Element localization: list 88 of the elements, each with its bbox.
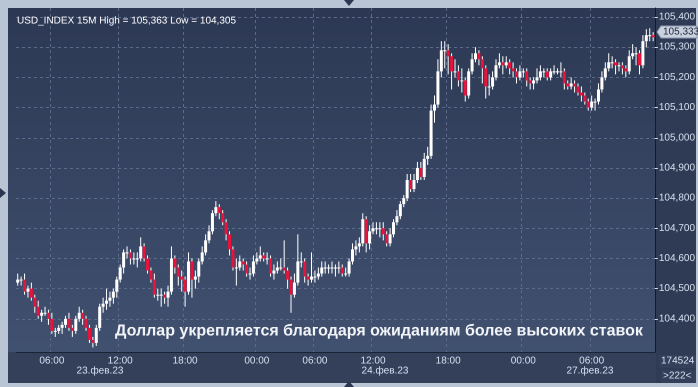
candlestick [460,68,464,93]
candlestick [132,252,136,265]
y-tick-label: 104,900 [658,162,696,174]
candlestick [378,222,382,238]
candlestick [279,258,282,272]
candlestick [160,288,163,308]
candlestick [258,246,262,262]
candlestick [20,276,23,286]
candlestick [549,68,552,81]
candlestick [634,46,638,66]
candlestick [16,273,20,286]
candlestick [320,260,324,278]
candlestick [614,58,618,75]
text: 23.фев.23 [76,366,124,376]
candlestick [163,291,166,304]
candlestick [542,68,546,78]
candlestick [26,285,30,298]
candlestick [340,264,344,278]
candlestick [648,28,652,42]
y-tick-label: 104,800 [658,192,696,204]
candlestick [50,312,54,334]
candlestick [374,222,378,235]
candlestick [272,264,276,280]
text: >222< [663,370,692,382]
candlestick [313,270,316,284]
x-tick-label: 06:00 [39,356,65,366]
candlestick [262,252,266,262]
candlestick [501,56,504,75]
y-tick-label: 105,300 [658,42,696,53]
candlestick [580,86,583,102]
candlestick [108,291,112,308]
candlestick [105,288,108,310]
candlestick [538,64,542,81]
candlestick [324,260,327,274]
y-tick-label: 104,600 [658,252,696,264]
candlestick [652,32,655,42]
candlestick [337,260,340,274]
candlestick [245,260,248,278]
candlestick [252,254,255,278]
candlestick [334,264,337,278]
candlestick [522,68,525,78]
candlestick [443,40,446,69]
candlestick [23,273,26,296]
x-tick-label: 18:00 [436,356,462,366]
x-tick-label: 12:00 [108,356,134,366]
x-tick-label: 18:00 [172,356,198,366]
annotation: Доллар укрепляется благодаря ожиданиям более высоких ставок [115,322,644,340]
candlestick [559,62,562,78]
candlestick [190,258,194,298]
text: 27.фев.23 [566,366,614,376]
text: 174524 [661,356,695,366]
candlestick [419,161,422,180]
x-tick-label: 06:00 [302,356,328,366]
y-tick-label: 104,500 [658,283,696,294]
text: USD_INDEX 15M High = 105,363 Low = 104,305 [17,16,236,26]
y-tick-label: 105,200 [658,72,696,83]
candlestick [546,68,549,81]
candlestick [310,252,314,284]
candlestick [570,76,573,90]
candlestick [620,62,624,75]
y-tick-label: 104,700 [658,222,696,234]
candlestick [128,248,132,265]
y-tick-label: 104,400 [658,313,696,324]
x-tick-label: 00:00 [510,356,536,366]
x-tick-label: 12:00 [360,356,386,366]
candlestick [617,62,620,72]
candlestick [518,64,522,81]
text: 24.фев.23 [362,366,409,376]
candlestick [525,68,528,87]
candlestick [327,264,330,274]
candlestick [44,306,47,316]
candlestick [573,80,576,93]
candlestick [552,64,556,75]
x-tick-label: 00:00 [244,356,270,366]
candlestick [610,56,614,69]
y-tick-label: 105,400 [658,12,696,23]
candlestick [330,260,334,274]
y-tick-label: 105,100 [658,102,696,114]
candlestick [40,309,44,322]
x-tick-label: 06:00 [579,356,605,366]
y-tick-label: 105,000 [658,132,696,144]
candlestick [590,95,594,112]
candlestick [266,252,269,265]
candlestick [269,254,272,278]
candlestick [368,224,372,250]
candlestick [57,324,60,334]
candlestick [504,56,508,69]
candlestick [508,58,512,75]
